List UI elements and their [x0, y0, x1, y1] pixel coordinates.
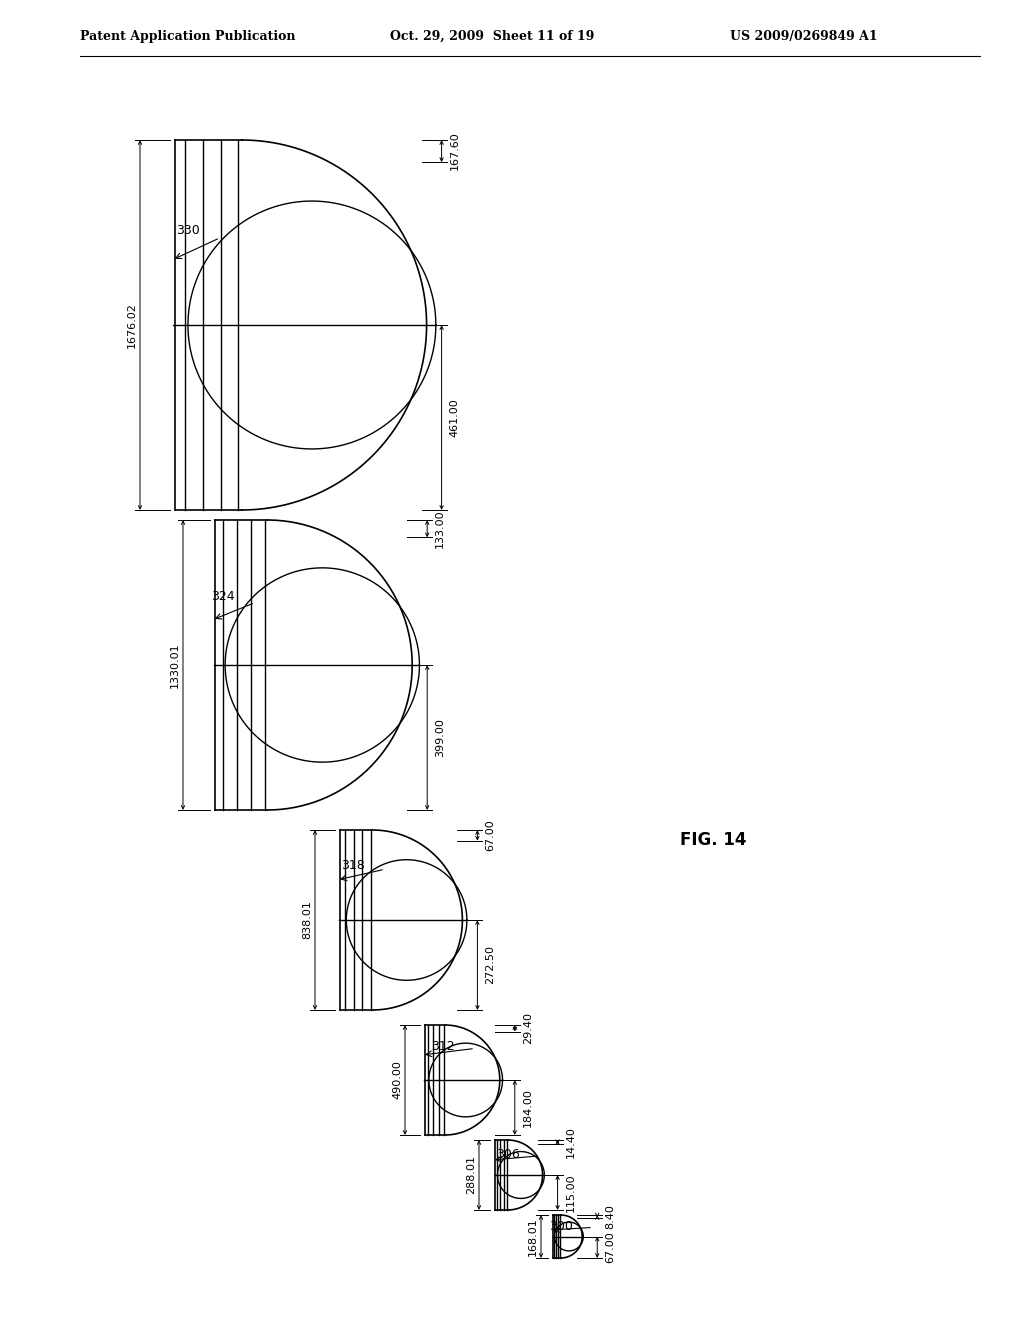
Text: 115.00: 115.00 [565, 1173, 575, 1212]
Text: 838.01: 838.01 [302, 900, 312, 940]
Text: 288.01: 288.01 [466, 1155, 476, 1195]
Text: 1676.02: 1676.02 [127, 302, 137, 348]
Text: 29.40: 29.40 [523, 1012, 532, 1044]
Text: Oct. 29, 2009  Sheet 11 of 19: Oct. 29, 2009 Sheet 11 of 19 [390, 30, 594, 44]
Text: 330: 330 [176, 224, 200, 236]
Text: 306: 306 [497, 1148, 520, 1160]
Text: US 2009/0269849 A1: US 2009/0269849 A1 [730, 30, 878, 44]
Text: 318: 318 [341, 859, 365, 873]
Text: 324: 324 [211, 590, 234, 603]
Text: 399.00: 399.00 [435, 718, 445, 756]
Text: 490.00: 490.00 [392, 1060, 402, 1100]
Text: 167.60: 167.60 [450, 132, 460, 170]
Text: 312: 312 [431, 1040, 455, 1053]
Text: 14.40: 14.40 [565, 1126, 575, 1158]
Text: Patent Application Publication: Patent Application Publication [80, 30, 296, 44]
Text: 67.00: 67.00 [485, 820, 496, 851]
Text: 461.00: 461.00 [450, 399, 460, 437]
Text: 8.40: 8.40 [605, 1204, 615, 1229]
Text: 1330.01: 1330.01 [170, 643, 180, 688]
Text: FIG. 14: FIG. 14 [680, 832, 746, 849]
Text: 300: 300 [549, 1220, 573, 1233]
Text: 272.50: 272.50 [485, 945, 496, 985]
Text: 184.00: 184.00 [523, 1088, 532, 1127]
Text: 133.00: 133.00 [435, 510, 445, 548]
Text: 67.00: 67.00 [605, 1232, 615, 1263]
Text: 168.01: 168.01 [528, 1217, 538, 1255]
